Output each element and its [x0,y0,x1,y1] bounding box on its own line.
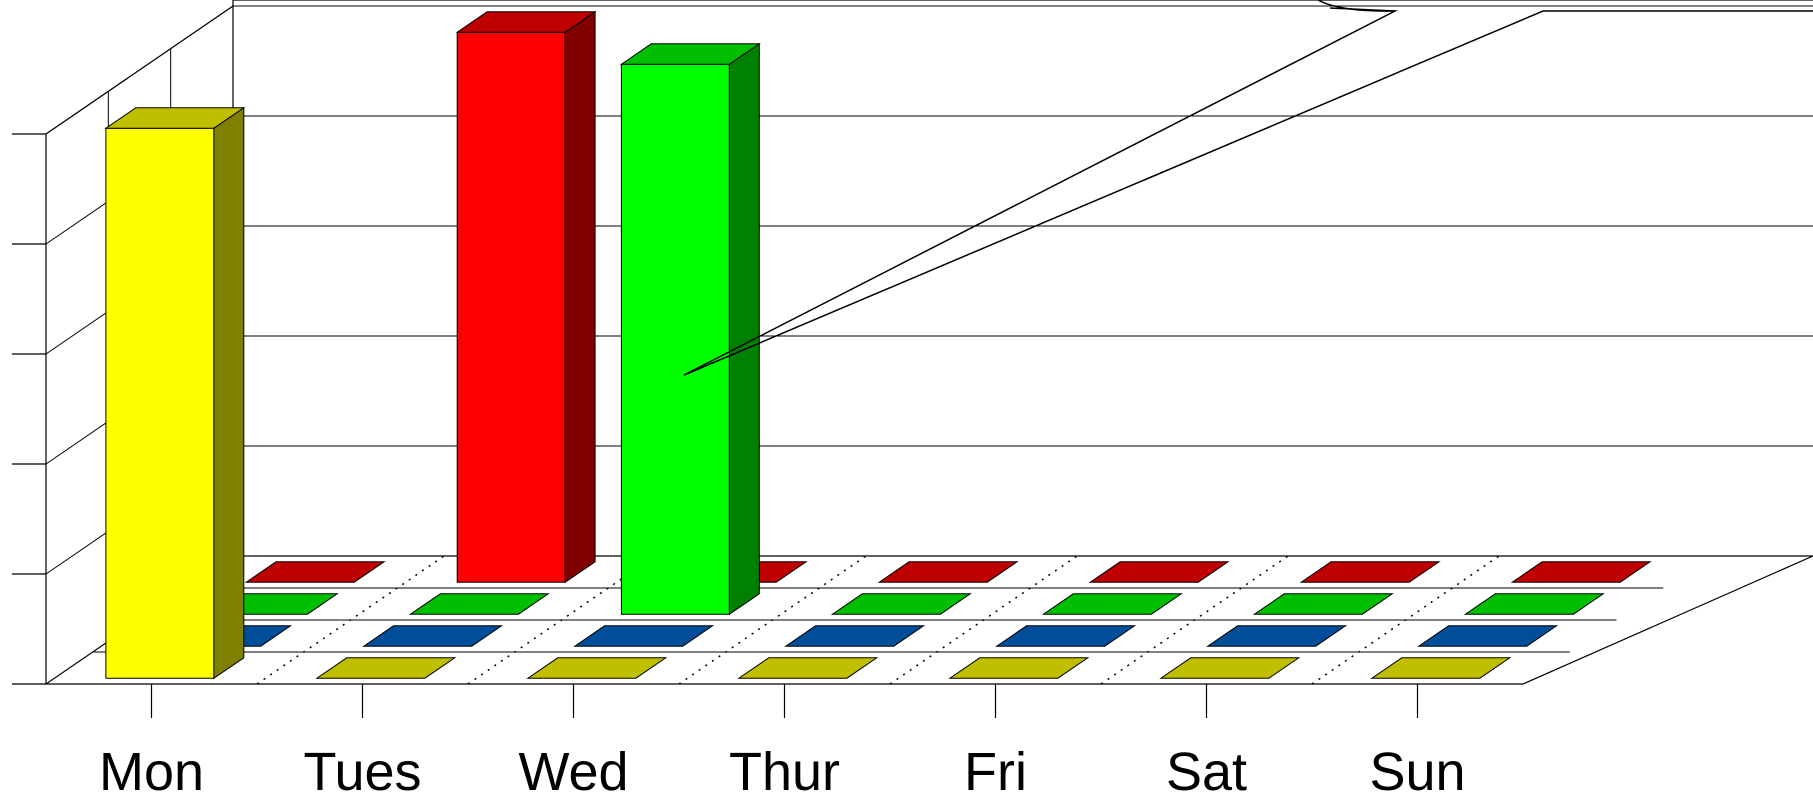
bar-flat-tile [362,625,504,647]
floor-category-divider [1100,555,1289,685]
bar-sun-series-2 [1417,625,1559,647]
x-tick-label: Mon [99,742,204,798]
x-tick-label: Sun [1369,742,1465,798]
floor-category-divider [256,555,445,685]
bar-top-face [455,11,597,33]
bar-flat-tile [1206,625,1348,647]
bar-tues-series-1 [315,657,457,679]
bar-flat-tile [1417,625,1559,647]
callout-line [683,7,1398,376]
bar-flat-tile [1088,561,1230,583]
category-labels: Mon Tues Wed Thur Fri Sat Sun [99,684,1466,798]
bar-front-face [456,31,566,583]
bar-tues-series-3 [408,593,550,615]
bar-sun-series-4 [1510,561,1652,583]
bar-flat-tile [1370,657,1512,679]
bar-sat-series-1 [1159,657,1301,679]
bar-wed-series-1 [526,657,668,679]
bar-thur-series-1 [737,657,879,679]
bar-thur-series-3 [830,593,972,615]
bar-flat-tile [1463,593,1605,615]
bar-sun-series-3 [1463,593,1605,615]
callout-curve [1317,0,1396,12]
bar-flat-tile [315,657,457,679]
bar-sat-series-4 [1299,561,1441,583]
callout-lines [683,0,1813,376]
bar-flat-tile [244,561,386,583]
chart-bars [104,10,1652,680]
floor-category-divider [889,555,1078,685]
x-tick-label: Thur [729,742,840,798]
bar-flat-tile [737,657,879,679]
bar-mon-series-4 [244,561,386,583]
bar-wed-series-3 [619,42,761,616]
bar-flat-tile [573,625,715,647]
bar-sat-series-2 [1206,625,1348,647]
bar-flat-tile [1510,561,1652,583]
side-gridline [45,5,234,135]
bar-side-face [564,10,596,584]
bar-wed-series-2 [573,625,715,647]
bar-thur-series-4 [877,561,1019,583]
bar-flat-tile [1041,593,1183,615]
bar-flat-tile [784,625,926,647]
floor-category-divider [1311,555,1500,685]
bar-flat-tile [526,657,668,679]
bar-flat-tile [1252,593,1394,615]
bar-tues-series-4 [455,10,597,584]
x-tick-label: Wed [518,742,628,798]
bar-mon-series-1 [104,106,246,680]
bar-tues-series-2 [362,625,504,647]
bar-flat-tile [408,593,550,615]
bar-fri-series-2 [995,625,1137,647]
floor-category-divider [467,555,656,685]
bar-sat-series-3 [1252,593,1394,615]
x-tick-label: Fri [964,742,1027,798]
floor-category-divider [678,555,867,685]
bar-fri-series-1 [948,657,1090,679]
bar-flat-tile [830,593,972,615]
bar-flat-tile [877,561,1019,583]
bar-flat-tile [1159,657,1301,679]
bar-fri-series-4 [1088,561,1230,583]
bar-top-face [104,107,246,129]
bar-side-face [213,106,245,680]
bar-thur-series-2 [784,625,926,647]
bar-fri-series-3 [1041,593,1183,615]
bar-sun-series-1 [1370,657,1512,679]
bar-flat-tile [1299,561,1441,583]
bar-top-face [619,43,761,65]
x-tick-label: Sat [1166,742,1247,798]
x-tick-label: Tues [303,742,421,798]
bar-flat-tile [995,625,1137,647]
bar-front-face [105,127,215,679]
callout-line [683,10,1813,376]
bar-front-face [620,63,730,615]
bar-side-face [728,42,760,616]
bar-flat-tile [948,657,1090,679]
